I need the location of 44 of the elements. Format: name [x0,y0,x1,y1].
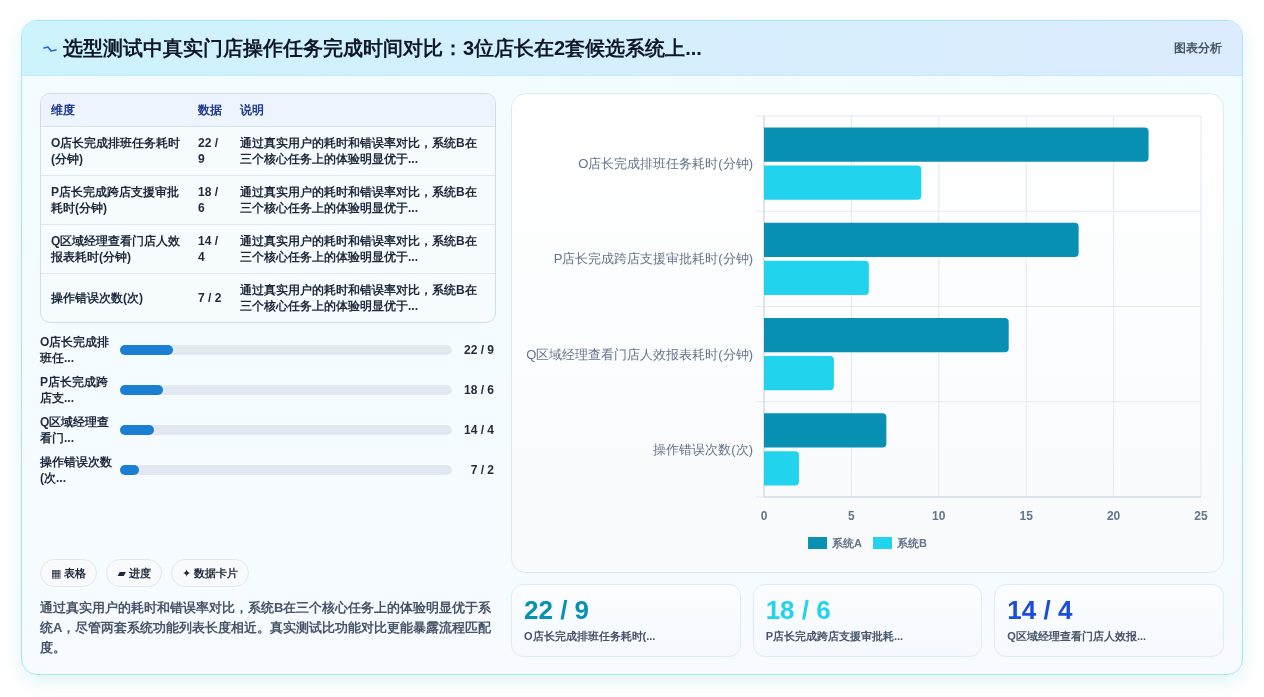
legend-label: 系统B [896,537,927,549]
category-label: ▦ 表格 [40,559,98,587]
category-label: ✦ 数据卡片 [170,559,250,587]
y-tick-label: O店长完成排班任务耗时(分钟) [578,156,753,172]
text: 18 / 6 [765,595,831,625]
text: 14 / 4 [198,234,219,264]
x-tick-label: 5 [848,509,856,523]
text: 通过真实用户的耗时和错误率对比，系统B在三个核心任务上的体验明显优于... [240,185,477,215]
text: 14 / 4 [463,422,494,438]
text: 7 / 2 [470,462,494,478]
category-label: ▰ 进度 [106,559,162,587]
text: 18 / 6 [198,185,219,215]
category-label: 维度 [41,94,188,127]
text: 7 / 2 [198,291,222,305]
text: 操作错误次数(次) [51,291,143,305]
x-tick-label: 20 [1106,509,1121,523]
text: 22 / 9 [198,136,219,166]
category-label: 说明 [230,94,495,127]
y-tick-label: P店长完成跨店支援审批耗时(分钟) [553,251,753,267]
category-label: O店长完成排班任务耗时(... [524,629,656,643]
text: 22 / 9 [524,595,590,625]
x-tick-label: 15 [1019,509,1034,523]
text: 通过真实用户的耗时和错误率对比，系统B在三个核心任务上的体验明显优于... [240,283,477,313]
text: 图表分析 [1174,40,1222,56]
text: 选型测试中真实门店操作任务完成时间对比：3位店长在2套候选系统上... [63,36,702,61]
x-tick-label: 10 [932,509,946,523]
category-label: P店长完成跨店支援审批耗... [765,629,904,643]
text: 通过真实用户的耗时和错误率对比，系统B在三个核心任务上的体验明显优于... [240,234,477,264]
y-tick-label: P店长完成跨店支... [40,374,109,406]
text: 14 / 4 [1007,595,1073,625]
x-tick-label: 25 [1194,509,1208,523]
y-tick-label: 操作错误次数(次... [40,454,113,486]
y-tick-label: O店长完成排班任... [40,334,111,366]
text: 22 / 9 [463,342,494,358]
y-tick-label: 操作错误次数(次) [653,441,753,457]
text: 通过真实用户的耗时和错误率对比，系统B在三个核心任务上的体验明显优于系统A，尽管两套系统功能列表长度相近。真实测试比功能对比更能暴露流程匹配度。 [40,599,493,657]
text: 通过真实用户的耗时和错误率对比，系统B在三个核心任务上的体验明显优于... [240,136,477,166]
category-label: Q区域经理查看门店人效报... [1007,629,1147,643]
y-tick-label: Q区域经理查看门... [40,414,111,446]
legend-label: 系统A [831,537,863,549]
category-label: 数据 [188,94,230,127]
text: 18 / 6 [463,382,494,398]
y-tick-label: Q区域经理查看门店人效报表耗时(分钟) [526,346,753,362]
x-tick-label: 0 [760,509,768,523]
